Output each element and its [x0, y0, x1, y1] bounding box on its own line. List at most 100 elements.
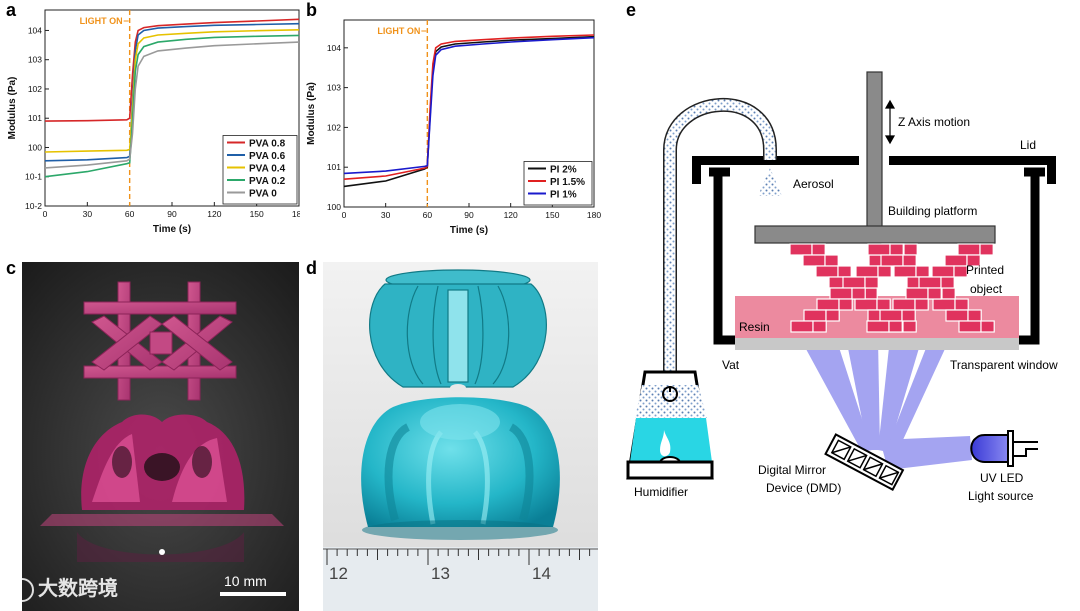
lattice-brick — [953, 265, 968, 278]
x-tick-label: 120 — [504, 210, 518, 220]
lattice-brick — [803, 309, 827, 322]
lattice-brick — [966, 254, 981, 267]
uv-led — [970, 430, 1038, 467]
y-tick-label: 103 — [327, 83, 341, 93]
lattice-brick — [918, 276, 942, 289]
lattice-brick — [979, 243, 994, 256]
x-tick-label: 90 — [167, 209, 177, 219]
lid — [692, 156, 1056, 184]
label-resin: Resin — [739, 320, 770, 334]
chart-a-modulus-vs-time: 0 30 60 90 120 150 180 10-2 10-1 100 101 102 103 104 T… — [7, 9, 300, 235]
lattice-brick — [855, 265, 879, 278]
lattice-brick — [914, 298, 929, 311]
lattice-brick — [888, 320, 903, 333]
lattice-brick — [902, 320, 917, 333]
label-building-platform: Building platform — [888, 204, 977, 218]
lattice-brick — [903, 243, 918, 256]
lattice-brick — [812, 320, 827, 333]
series-line-2 — [44, 29, 300, 153]
lattice-brick — [915, 265, 930, 278]
aerosol-tube — [663, 97, 782, 372]
photo-d-illustration — [323, 262, 598, 611]
legend-label: PVA 0.8 — [249, 139, 286, 150]
photo-c-illustration — [22, 262, 299, 611]
y-tick-label: 104 — [327, 43, 341, 53]
uv-beams — [800, 338, 972, 470]
lattice-brick — [851, 287, 866, 300]
series-line-3 — [44, 34, 300, 178]
lattice-brick — [863, 287, 878, 300]
y-tick-label: 101 — [327, 162, 341, 172]
y-tick-label: 10-2 — [25, 201, 42, 211]
label-uv-led-2: Light source — [968, 489, 1034, 503]
lattice-brick — [789, 243, 813, 256]
label-z-axis: Z Axis motion — [898, 115, 970, 129]
scale-bar-label: 10 mm — [224, 573, 267, 589]
panel-label-e: e — [626, 0, 637, 20]
lattice-brick — [790, 320, 814, 333]
y-tick-label: 101 — [28, 113, 42, 123]
y-tick-label: 100 — [28, 142, 42, 152]
lattice-brick — [811, 243, 826, 256]
legend-label: PVA 0.2 — [249, 176, 286, 187]
label-dmd-2: Device (DMD) — [766, 481, 841, 495]
x-axis-label: Time (s) — [153, 224, 191, 235]
y-tick-label: 10-1 — [25, 172, 42, 182]
legend-label: PVA 0.4 — [249, 164, 286, 175]
watermark-logo-icon — [10, 577, 34, 602]
lattice-brick — [944, 254, 968, 267]
lattice-brick — [980, 320, 995, 333]
series-line-4 — [44, 41, 300, 169]
panel-label-c: c — [6, 258, 17, 278]
series-line-1 — [343, 34, 595, 180]
lattice-brick — [802, 254, 826, 267]
legend-label: PI 1.5% — [550, 177, 585, 188]
scale-bar — [220, 592, 286, 596]
lattice-brick — [954, 298, 969, 311]
ruler — [323, 547, 598, 611]
printed-object-lattice — [789, 243, 995, 333]
lattice-brick — [876, 298, 891, 311]
x-axis-label: Time (s) — [450, 225, 488, 236]
lattice-brick — [957, 243, 981, 256]
y-tick-label: 100 — [327, 202, 341, 212]
lattice-brick — [902, 254, 917, 267]
printed-hydrogel-cage — [361, 397, 560, 540]
humidifier — [626, 370, 714, 480]
lattice-brick — [889, 243, 904, 256]
series-line-0 — [44, 18, 300, 122]
label-lid: Lid — [1020, 138, 1036, 152]
x-tick-label: 0 — [43, 209, 48, 219]
aerosol-spray — [758, 168, 782, 196]
x-tick-label: 60 — [125, 209, 135, 219]
series-line-2 — [343, 36, 595, 175]
lattice-brick — [816, 298, 840, 311]
z-axis-arrow — [884, 99, 896, 145]
ruler-ticks — [326, 549, 591, 565]
legend-label: PVA 0.6 — [249, 151, 286, 162]
watermark-text: 大数跨境 — [38, 576, 118, 600]
lattice-brick — [940, 276, 955, 289]
x-tick-label: 30 — [381, 210, 391, 220]
lattice-brick — [838, 298, 853, 311]
printed-hydrogel-lattice — [40, 414, 284, 562]
x-tick-label: 180 — [587, 210, 601, 220]
building-platform — [754, 71, 996, 244]
lattice-brick — [941, 287, 956, 300]
lattice-brick — [867, 243, 891, 256]
lattice-brick — [893, 265, 917, 278]
label-humidifier: Humidifier — [634, 485, 688, 499]
ruler-label-12: 12 — [329, 564, 348, 583]
label-vat: Vat — [722, 358, 740, 372]
panel-label-d: d — [306, 258, 317, 278]
label-transparent-window: Transparent window — [950, 358, 1058, 372]
lattice-brick — [967, 309, 982, 322]
lattice-brick — [892, 298, 916, 311]
panel-label-a: a — [6, 0, 17, 20]
x-tick-label: 30 — [83, 209, 93, 219]
legend-label: PI 2% — [550, 165, 577, 176]
series-line-1 — [44, 22, 300, 162]
lattice-brick — [824, 254, 839, 267]
lattice-brick — [864, 276, 879, 289]
ruler-label-14: 14 — [532, 564, 551, 583]
